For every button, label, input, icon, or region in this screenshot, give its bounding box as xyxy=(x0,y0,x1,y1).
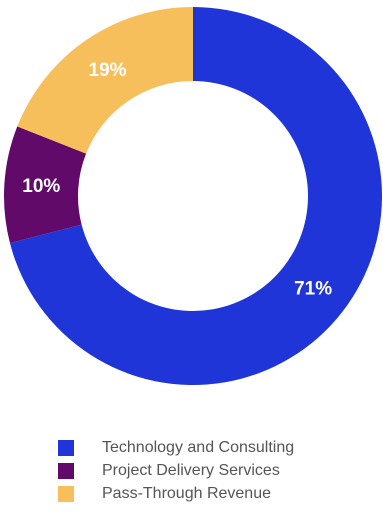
legend-swatch xyxy=(58,462,74,479)
legend-item-project-delivery-services: Project Delivery Services xyxy=(58,459,378,482)
slice-percent-label: 19% xyxy=(89,60,127,81)
donut-chart: 71% 10% 19% xyxy=(3,7,382,385)
legend-swatch xyxy=(58,439,74,456)
legend-label: Technology and Consulting xyxy=(102,438,295,456)
legend-item-technology-and-consulting: Technology and Consulting xyxy=(58,436,378,459)
legend-label: Project Delivery Services xyxy=(102,461,280,479)
slice-percent-label: 71% xyxy=(294,279,332,300)
donut-slice-project-delivery-services xyxy=(3,126,87,244)
slice-percent-label: 10% xyxy=(22,176,60,197)
legend-swatch xyxy=(58,485,74,502)
legend-label: Pass-Through Revenue xyxy=(102,484,271,502)
donut-slice-pass-through-revenue xyxy=(17,7,193,154)
chart-legend: Technology and Consulting Project Delive… xyxy=(58,436,378,505)
donut-slice-technology-and-consulting xyxy=(9,7,382,385)
legend-item-pass-through-revenue: Pass-Through Revenue xyxy=(58,482,378,505)
